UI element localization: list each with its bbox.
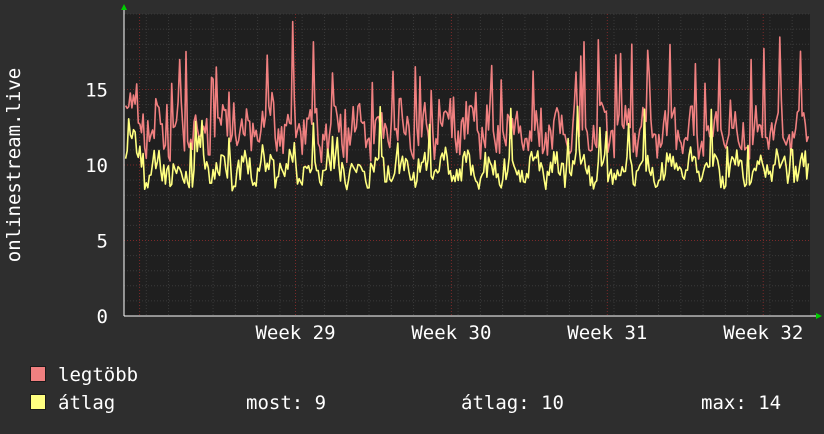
y-tick-label: 15 xyxy=(85,80,108,102)
legend-swatch-avg xyxy=(30,394,46,410)
x-tick-label: Week 30 xyxy=(411,322,491,344)
series-line-0 xyxy=(124,20,810,164)
stat-avg: átlag: 10 xyxy=(461,392,564,414)
legend-item-avg: átlag xyxy=(30,392,115,414)
x-axis-arrow xyxy=(816,313,822,319)
y-axis-arrow xyxy=(121,4,127,10)
legend-item-max: legtöbb xyxy=(30,364,138,386)
stat-max: max: 14 xyxy=(701,392,782,414)
axis-layer xyxy=(121,4,822,319)
x-tick-label: Week 32 xyxy=(723,322,803,344)
y-tick-label: 0 xyxy=(97,306,108,328)
legend-label-max: legtöbb xyxy=(58,364,139,386)
x-tick-label: Week 29 xyxy=(255,322,335,344)
y-tick-label: 10 xyxy=(85,155,108,177)
stat-now: most: 9 xyxy=(246,392,327,414)
x-tick-label: Week 31 xyxy=(567,322,647,344)
y-axis-label: onlinestream.live xyxy=(3,68,25,262)
y-tick-label: 5 xyxy=(97,231,108,253)
series-line-1 xyxy=(124,105,810,192)
tick-layer: 0 5 10 15 Week 29 Week 30 Week 31 Week 32 xyxy=(85,80,803,345)
legend-label-avg: átlag xyxy=(58,392,116,414)
series-layer xyxy=(124,20,810,192)
legend-swatch-max xyxy=(30,366,46,382)
